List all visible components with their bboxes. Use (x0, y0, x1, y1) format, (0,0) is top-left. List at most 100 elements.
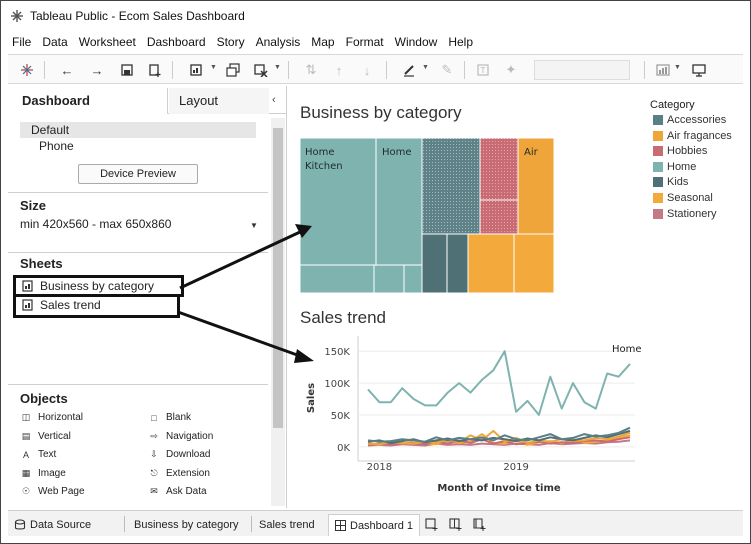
sheet-item-sales-trend[interactable]: Sales trend (16, 296, 101, 313)
chevron-down-icon[interactable]: ▼ (274, 64, 281, 71)
legend-item-stationery[interactable]: Stationery (653, 208, 717, 220)
collapse-pane-icon[interactable]: ‹ (272, 94, 276, 106)
sheet-label: Sales trend (40, 297, 101, 312)
legend-label: Home (667, 160, 697, 173)
legend-swatch (653, 161, 663, 172)
toolbar-separator (464, 61, 465, 79)
object-text[interactable]: A Text (20, 449, 56, 460)
sort-ascending-icon[interactable]: ↑ (335, 62, 343, 78)
save-icon[interactable] (118, 61, 136, 79)
object-navigation[interactable]: ⇨ Navigation (148, 431, 213, 442)
object-ask-data[interactable]: ✉ Ask Data (148, 486, 206, 497)
object-web-page[interactable]: ☉ Web Page (20, 486, 85, 497)
object-horizontal[interactable]: ◫ Horizontal (20, 412, 83, 423)
menu-help[interactable]: Help (448, 35, 473, 49)
legend-item-air-fragances[interactable]: Air fragances (653, 130, 732, 142)
menu-map[interactable]: Map (311, 35, 335, 49)
object-extension[interactable]: ⎋ Extension (148, 468, 209, 479)
tab-sales-trend[interactable]: Sales trend (259, 519, 315, 531)
chevron-down-icon[interactable]: ▼ (422, 64, 429, 71)
back-arrow-icon[interactable]: ← (60, 62, 74, 78)
new-story-tab-icon[interactable] (470, 515, 488, 533)
series-line-air-fragances[interactable] (367, 429, 631, 446)
treemap-chart[interactable]: Home Kitchen Home Air (300, 138, 554, 293)
series-line-accessories[interactable] (367, 426, 631, 443)
tab-dashboard[interactable]: Dashboard (8, 88, 168, 114)
treemap-tile (513, 233, 554, 293)
tableau-home-icon[interactable] (18, 61, 36, 79)
toolbar-separator (288, 61, 289, 79)
tab-business-by-category[interactable]: Business by category (134, 519, 239, 531)
objects-header: Objects (20, 391, 68, 406)
device-preview-button[interactable]: Device Preview (78, 164, 198, 184)
tab-data-source[interactable]: Data Source (8, 514, 97, 536)
fit-dropdown[interactable] (534, 60, 630, 80)
tab-dashboard-1[interactable]: Dashboard 1 (328, 514, 420, 536)
treemap-tile-air (517, 138, 554, 235)
sheets-header: Sheets (20, 256, 63, 271)
tab-separator (251, 516, 252, 532)
menu-format[interactable]: Format (345, 35, 384, 49)
pane-tabs: Dashboard Layout ‹ (8, 88, 286, 114)
treemap-tile (373, 264, 405, 293)
chevron-down-icon[interactable]: ▼ (210, 64, 217, 71)
tab-layout[interactable]: Layout (169, 88, 269, 114)
menu-window[interactable]: Window (394, 35, 438, 49)
highlight-pen-icon[interactable] (400, 61, 418, 79)
menu-data[interactable]: Data (42, 35, 68, 49)
group-members-icon[interactable]: ✎ (441, 62, 453, 77)
legend-item-accessories[interactable]: Accessories (653, 114, 726, 126)
new-worksheet-tab-icon[interactable] (422, 515, 440, 533)
treemap-tile (479, 199, 519, 235)
legend-item-home[interactable]: Home (653, 161, 696, 173)
sort-descending-icon[interactable]: ↓ (363, 62, 371, 78)
device-default[interactable]: Default (20, 122, 256, 138)
menu-dashboard[interactable]: Dashboard (146, 35, 206, 49)
menu-story[interactable]: Story (216, 35, 245, 49)
y-tick-label: 0K (337, 443, 350, 454)
duplicate-sheet-icon[interactable] (224, 61, 242, 79)
presentation-mode-icon[interactable] (690, 61, 708, 79)
legend-item-kids[interactable]: Kids (653, 176, 688, 188)
add-data-source-icon[interactable] (146, 61, 164, 79)
clear-sheet-icon[interactable] (252, 61, 270, 79)
object-label: Blank (166, 412, 192, 423)
chevron-down-icon[interactable]: ▼ (250, 221, 258, 230)
tableau-logo-icon (10, 9, 24, 23)
series-line-home[interactable] (367, 350, 631, 416)
treemap-tile-accessories (421, 138, 481, 235)
size-dropdown[interactable]: min 420x560 - max 650x860 (20, 217, 172, 231)
show-me-icon[interactable] (654, 61, 672, 79)
menu-worksheet[interactable]: Worksheet (78, 35, 136, 49)
show-labels-icon[interactable]: T (474, 61, 492, 79)
x-tick-label: 2019 (503, 462, 528, 473)
tab-label: Data Source (30, 519, 92, 531)
sales-trend-chart[interactable]: Sales Month of Invoice time 150K 100K 50K 0… (300, 336, 645, 498)
menu-file[interactable]: File (12, 35, 32, 49)
x-axis-label: Month of Invoice time (437, 483, 560, 494)
device-phone[interactable]: Phone (39, 139, 74, 153)
legend-item-hobbies[interactable]: Hobbies (653, 145, 707, 157)
title-bar: Tableau Public - Ecom Sales Dashboard (0, 0, 751, 32)
object-label: Horizontal (38, 412, 84, 423)
object-image[interactable]: ▦ Image (20, 468, 66, 479)
object-download[interactable]: ⇩ Download (148, 449, 210, 460)
navigation-icon: ⇨ (150, 431, 158, 441)
legend-swatch (653, 130, 663, 141)
pane-scrollbar-thumb[interactable] (273, 128, 283, 428)
chevron-down-icon[interactable]: ▼ (674, 64, 681, 71)
object-blank[interactable]: □ Blank (148, 412, 191, 423)
legend-title: Category (650, 99, 695, 111)
swap-rows-columns-icon[interactable]: ⇅ (305, 62, 317, 77)
legend-item-seasonal[interactable]: Seasonal (653, 192, 713, 204)
sheet-item-business-by-category[interactable]: Business by category (16, 277, 154, 294)
worksheet-icon (22, 279, 33, 292)
object-label: Web Page (38, 486, 85, 497)
new-worksheet-icon[interactable] (188, 61, 206, 79)
toolbar-separator (386, 61, 387, 79)
forward-arrow-icon[interactable]: → (90, 62, 104, 78)
object-vertical[interactable]: ▤ Vertical (20, 431, 71, 442)
fix-axes-icon[interactable]: ✦ (505, 62, 517, 77)
new-dashboard-tab-icon[interactable] (446, 515, 464, 533)
menu-analysis[interactable]: Analysis (255, 35, 301, 49)
